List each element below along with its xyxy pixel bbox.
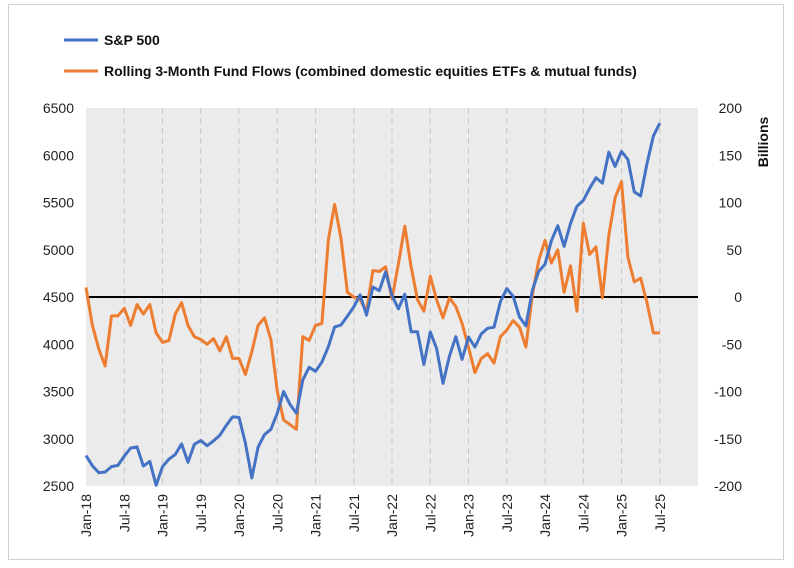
x-tick-label: Jan-22 xyxy=(384,494,400,537)
y-left-tick-label: 4500 xyxy=(43,289,74,305)
series-line-fund-flows xyxy=(84,180,660,431)
legend-sp500-label: S&P 500 xyxy=(104,32,160,48)
x-tick-label: Jul-21 xyxy=(346,494,362,532)
y-right-tick-label: 150 xyxy=(719,147,743,163)
y-right-tick-label: 50 xyxy=(726,242,742,258)
legend: S&P 500 Rolling 3-Month Fund Flows (comb… xyxy=(64,32,637,79)
x-tick-label: Jul-25 xyxy=(652,494,668,532)
y-left-tick-label: 4000 xyxy=(43,336,74,352)
y-right-tick-label: -200 xyxy=(714,478,742,494)
y-right-tick-label: -100 xyxy=(714,384,742,400)
x-tick-label: Jul-23 xyxy=(499,494,515,532)
x-axis-ticks: Jan-18 Jul-18 Jan-19 Jul-19 Jan-20 Jul-20 Jan-… xyxy=(78,494,668,537)
y-right-tick-label: 100 xyxy=(719,195,743,211)
x-tick-label: Jan-24 xyxy=(537,494,553,537)
x-tick-label: Jan-20 xyxy=(231,494,247,537)
y-left-tick-label: 6500 xyxy=(43,100,74,116)
x-tick-label: Jan-19 xyxy=(155,494,171,537)
y-right-tick-label: -50 xyxy=(722,336,742,352)
right-axis-ticks: -200 -150 -100 -50 0 50 100 150 200 xyxy=(714,100,742,494)
legend-flows-label: Rolling 3-Month Fund Flows (combined dom… xyxy=(104,63,637,79)
vertical-gridlines xyxy=(123,108,661,486)
series-line-sp500 xyxy=(84,122,662,487)
x-tick-label: Jan-21 xyxy=(308,494,324,537)
x-tick-label: Jan-23 xyxy=(461,494,477,537)
x-tick-label: Jul-18 xyxy=(116,494,132,532)
y-right-tick-label: 200 xyxy=(719,100,743,116)
right-axis-title: Billions xyxy=(755,117,771,168)
y-left-tick-label: 5000 xyxy=(43,242,74,258)
y-left-tick-label: 3000 xyxy=(43,431,74,447)
y-left-tick-label: 5500 xyxy=(43,195,74,211)
x-tick-label: Jan-18 xyxy=(78,494,94,537)
y-left-tick-label: 6000 xyxy=(43,147,74,163)
y-left-tick-label: 3500 xyxy=(43,384,74,400)
y-right-tick-label: -150 xyxy=(714,431,742,447)
left-axis-ticks: 2500 3000 3500 4000 4500 5000 5500 6000 6500 xyxy=(43,100,74,494)
x-tick-label: Jul-22 xyxy=(422,494,438,532)
x-tick-label: Jul-20 xyxy=(269,494,285,532)
x-tick-label: Jul-24 xyxy=(575,494,591,532)
y-right-tick-label: 0 xyxy=(734,289,742,305)
x-tick-label: Jan-25 xyxy=(614,494,630,537)
x-tick-label: Jul-19 xyxy=(193,494,209,532)
y-left-tick-label: 2500 xyxy=(43,478,74,494)
